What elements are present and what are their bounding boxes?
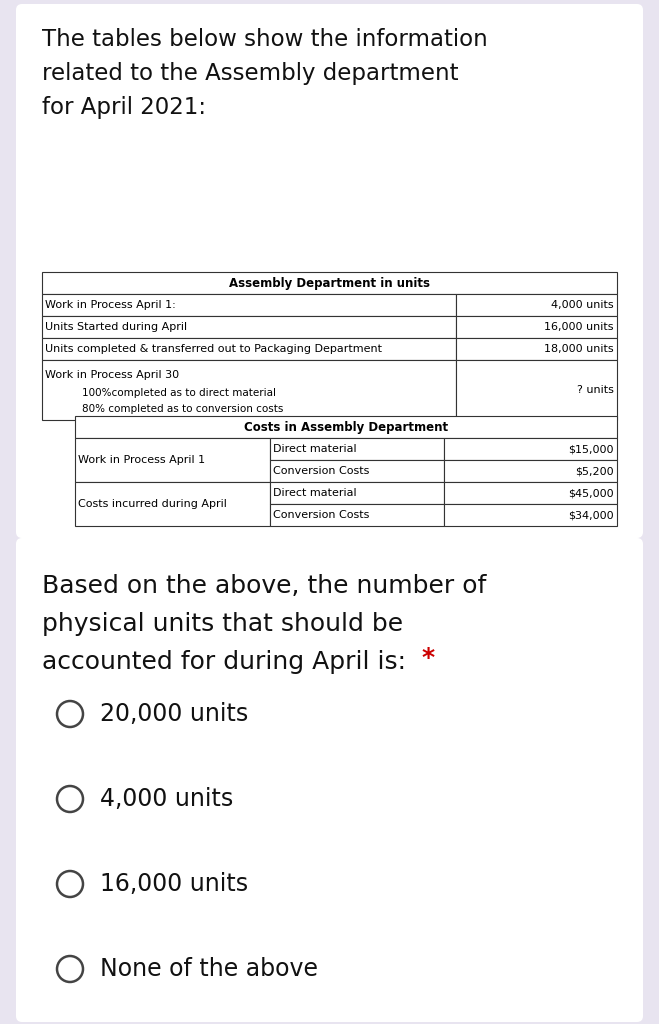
- Text: Direct material: Direct material: [273, 488, 357, 498]
- Text: $15,000: $15,000: [569, 444, 614, 454]
- Text: Based on the above, the number of: Based on the above, the number of: [42, 574, 486, 598]
- Text: for April 2021:: for April 2021:: [42, 96, 206, 119]
- Bar: [42, 294, 456, 316]
- Bar: [444, 460, 617, 482]
- Text: 18,000 units: 18,000 units: [544, 344, 614, 354]
- Text: $5,200: $5,200: [575, 466, 614, 476]
- Text: The tables below show the information: The tables below show the information: [42, 28, 488, 51]
- Text: Units completed & transferred out to Packaging Department: Units completed & transferred out to Pac…: [45, 344, 382, 354]
- Bar: [42, 338, 456, 360]
- Bar: [42, 360, 456, 420]
- Text: physical units that should be: physical units that should be: [42, 612, 403, 636]
- Text: 16,000 units: 16,000 units: [544, 322, 614, 332]
- Text: Direct material: Direct material: [273, 444, 357, 454]
- Text: related to the Assembly department: related to the Assembly department: [42, 62, 459, 85]
- Text: Work in Process April 1: Work in Process April 1: [78, 455, 205, 465]
- Text: 80% completed as to conversion costs: 80% completed as to conversion costs: [82, 404, 283, 414]
- Text: 100%completed as to direct material: 100%completed as to direct material: [82, 388, 276, 398]
- FancyBboxPatch shape: [16, 4, 643, 538]
- Bar: [42, 316, 456, 338]
- FancyBboxPatch shape: [16, 538, 643, 1022]
- Text: 20,000 units: 20,000 units: [100, 702, 248, 726]
- Bar: [444, 482, 617, 504]
- Bar: [75, 438, 270, 482]
- Bar: [270, 482, 444, 504]
- Text: *: *: [422, 646, 435, 670]
- Bar: [444, 504, 617, 526]
- Text: Work in Process April 30: Work in Process April 30: [45, 370, 179, 380]
- Bar: [456, 360, 617, 420]
- Text: Assembly Department in units: Assembly Department in units: [229, 276, 430, 290]
- Bar: [270, 438, 444, 460]
- Text: Units Started during April: Units Started during April: [45, 322, 187, 332]
- Bar: [456, 294, 617, 316]
- Bar: [456, 316, 617, 338]
- Bar: [75, 416, 617, 438]
- Bar: [444, 438, 617, 460]
- Text: Conversion Costs: Conversion Costs: [273, 466, 370, 476]
- Bar: [75, 482, 270, 526]
- Text: Costs in Assembly Department: Costs in Assembly Department: [244, 421, 448, 433]
- Text: Costs incurred during April: Costs incurred during April: [78, 499, 227, 509]
- Bar: [456, 338, 617, 360]
- Bar: [270, 460, 444, 482]
- Text: $34,000: $34,000: [568, 510, 614, 520]
- Text: 16,000 units: 16,000 units: [100, 872, 248, 896]
- Text: $45,000: $45,000: [568, 488, 614, 498]
- Bar: [270, 504, 444, 526]
- Text: 4,000 units: 4,000 units: [100, 787, 233, 811]
- Text: None of the above: None of the above: [100, 957, 318, 981]
- Bar: [42, 272, 617, 294]
- Text: Work in Process April 1:: Work in Process April 1:: [45, 300, 176, 310]
- Text: 4,000 units: 4,000 units: [552, 300, 614, 310]
- Text: accounted for during April is:: accounted for during April is:: [42, 650, 406, 674]
- Text: Conversion Costs: Conversion Costs: [273, 510, 370, 520]
- Text: ? units: ? units: [577, 385, 614, 395]
